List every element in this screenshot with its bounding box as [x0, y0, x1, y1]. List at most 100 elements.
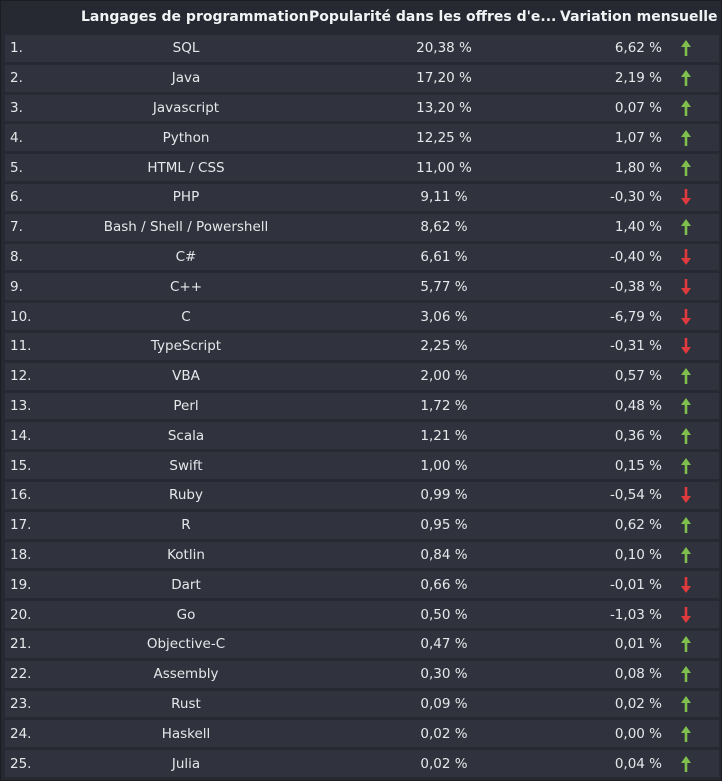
variation-cell: -0,54 % [559, 481, 664, 509]
header-popularity[interactable]: Popularité dans les offres d'e... [309, 9, 557, 25]
trend-cell [664, 94, 719, 122]
language-cell: R [63, 511, 309, 539]
arrow-down-icon [681, 189, 719, 206]
rank-cell: 15. [5, 452, 63, 479]
table-row: 23. Rust 0,09 % 0,02 % [5, 690, 719, 718]
variation-cell: -0,30 % [559, 183, 664, 211]
language-cell: C# [63, 243, 309, 271]
rank-cell: 18. [5, 541, 63, 569]
rank-cell: 25. [5, 750, 63, 777]
popularity-cell: 1,72 % [309, 392, 559, 420]
variation-cell: 0,02 % [559, 690, 664, 718]
arrow-up-icon [681, 636, 719, 653]
popularity-cell: 0,50 % [309, 601, 559, 628]
popularity-cell: 13,20 % [309, 94, 559, 122]
header-language[interactable]: Langages de programmation [81, 9, 309, 25]
arrow-up-icon [681, 40, 719, 57]
popularity-cell: 8,62 % [309, 213, 559, 241]
trend-cell [664, 213, 719, 241]
language-cell: TypeScript [63, 332, 309, 360]
header-variation[interactable]: Variation mensuelle [560, 9, 718, 25]
table-row: 6. PHP 9,11 % -0,30 % [5, 183, 719, 211]
variation-cell: 0,62 % [559, 511, 664, 539]
arrow-up-icon [681, 159, 719, 176]
table-row: 7. Bash / Shell / Powershell 8,62 % 1,40 % [5, 213, 719, 241]
arrow-down-icon [681, 338, 719, 355]
arrow-up-icon [681, 517, 719, 534]
trend-cell [664, 243, 719, 271]
language-cell: Bash / Shell / Powershell [63, 213, 309, 241]
table-row: 16. Ruby 0,99 % -0,54 % [5, 481, 719, 509]
arrow-up-icon [681, 99, 719, 116]
language-cell: Julia [63, 750, 309, 777]
table-row: 25. Julia 0,02 % 0,04 % [5, 750, 719, 777]
trend-cell [664, 422, 719, 450]
rank-cell: 22. [5, 660, 63, 688]
table-row: 19. Dart 0,66 % -0,01 % [5, 571, 719, 599]
language-cell: Assembly [63, 660, 309, 688]
header-rank[interactable] [5, 2, 63, 32]
trend-cell [664, 64, 719, 92]
language-cell: VBA [63, 362, 309, 390]
table-row: 13. Perl 1,72 % 0,48 % [5, 392, 719, 420]
rank-cell: 9. [5, 273, 63, 301]
table-row: 1. SQL 20,38 % 6,62 % [5, 35, 719, 62]
language-cell: Ruby [63, 481, 309, 509]
popularity-cell: 0,02 % [309, 720, 559, 748]
rank-cell: 20. [5, 601, 63, 628]
rank-cell: 5. [5, 154, 63, 181]
language-cell: Java [63, 64, 309, 92]
language-ranking-table: Langages de programmation Popularité dan… [5, 0, 719, 780]
table-row: 10. C 3,06 % -6,79 % [5, 303, 719, 330]
variation-cell: 0,10 % [559, 541, 664, 569]
trend-cell [664, 571, 719, 599]
rank-cell: 19. [5, 571, 63, 599]
rank-cell: 4. [5, 124, 63, 152]
table-row: 4. Python 12,25 % 1,07 % [5, 124, 719, 152]
language-cell: Objective-C [63, 630, 309, 658]
arrow-up-icon [681, 666, 719, 683]
trend-cell [664, 452, 719, 479]
variation-cell: 1,40 % [559, 213, 664, 241]
language-cell: C++ [63, 273, 309, 301]
variation-cell: -1,03 % [559, 601, 664, 628]
language-cell: PHP [63, 183, 309, 211]
popularity-cell: 0,84 % [309, 541, 559, 569]
table-header-row: Langages de programmation Popularité dan… [5, 2, 719, 32]
table-row: 8. C# 6,61 % -0,40 % [5, 243, 719, 271]
arrow-up-icon [681, 397, 719, 414]
arrow-up-icon [681, 219, 719, 236]
arrow-down-icon [681, 606, 719, 623]
variation-cell: -0,40 % [559, 243, 664, 271]
trend-cell [664, 362, 719, 390]
language-cell: Dart [63, 571, 309, 599]
arrow-up-icon [681, 368, 719, 385]
language-cell: Swift [63, 452, 309, 479]
variation-cell: 0,15 % [559, 452, 664, 479]
popularity-cell: 0,66 % [309, 571, 559, 599]
rank-cell: 3. [5, 94, 63, 122]
popularity-cell: 11,00 % [309, 154, 559, 181]
rank-cell: 1. [5, 35, 63, 62]
rank-cell: 23. [5, 690, 63, 718]
rank-cell: 2. [5, 64, 63, 92]
language-cell: HTML / CSS [63, 154, 309, 181]
popularity-cell: 2,25 % [309, 332, 559, 360]
variation-cell: 1,07 % [559, 124, 664, 152]
trend-cell [664, 332, 719, 360]
rank-cell: 17. [5, 511, 63, 539]
language-cell: Kotlin [63, 541, 309, 569]
arrow-down-icon [681, 248, 719, 265]
variation-cell: 0,01 % [559, 630, 664, 658]
arrow-down-icon [681, 278, 719, 295]
trend-cell [664, 183, 719, 211]
rank-cell: 8. [5, 243, 63, 271]
arrow-up-icon [681, 70, 719, 87]
arrow-down-icon [681, 576, 719, 593]
language-cell: C [63, 303, 309, 330]
language-cell: Perl [63, 392, 309, 420]
trend-cell [664, 392, 719, 420]
table-row: 3. Javascript 13,20 % 0,07 % [5, 94, 719, 122]
table-row: 15. Swift 1,00 % 0,15 % [5, 452, 719, 479]
table-row: 14. Scala 1,21 % 0,36 % [5, 422, 719, 450]
